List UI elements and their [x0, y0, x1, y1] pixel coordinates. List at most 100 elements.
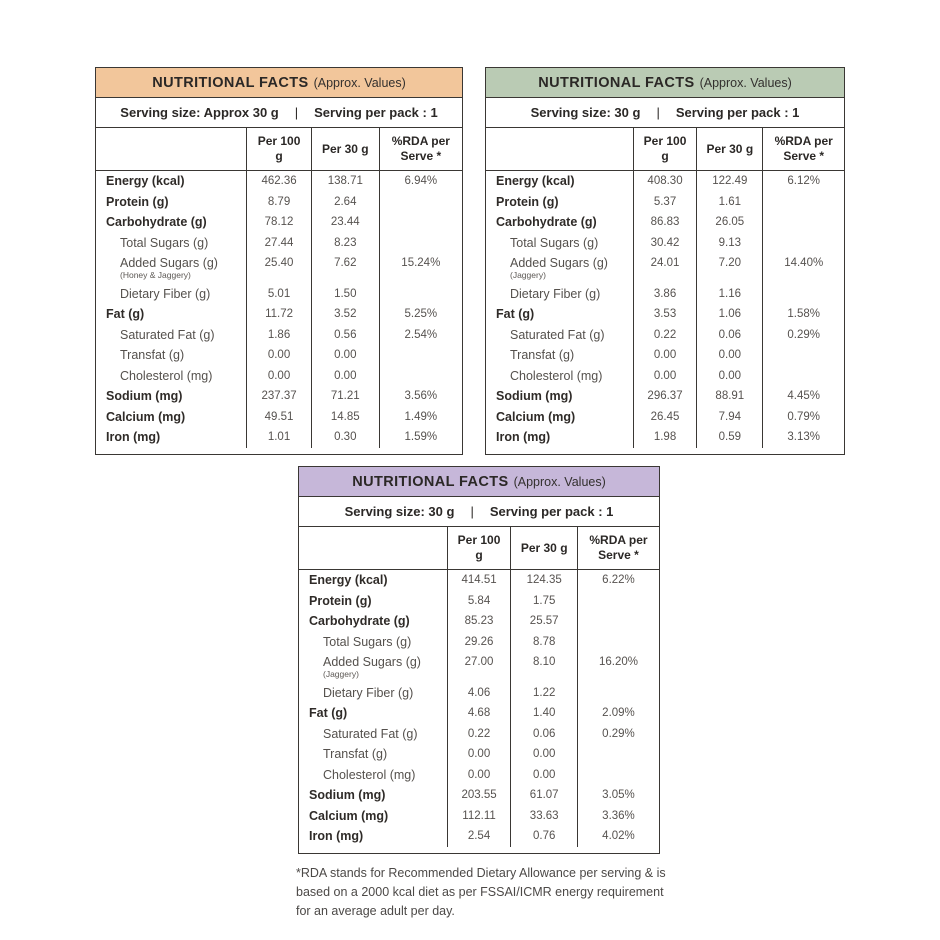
- value-rda-per-serve: [578, 591, 659, 612]
- nutrient-label: Fat (g): [96, 304, 248, 325]
- column-header-blank: [96, 128, 248, 170]
- nutrient-label: Sodium (mg): [299, 785, 448, 806]
- table-row: Sodium (mg) 296.37 88.91 4.45%: [486, 386, 844, 407]
- table-row: Iron (mg) 1.98 0.59 3.13%: [486, 427, 844, 448]
- table-title-bar: NUTRITIONAL FACTS (Approx. Values): [96, 68, 462, 98]
- table-row: Cholesterol (mg) 0.00 0.00: [96, 365, 462, 386]
- value-rda-per-serve: [763, 192, 844, 213]
- value-rda-per-serve: [578, 611, 659, 632]
- table-row: Fat (g) 4.68 1.40 2.09%: [299, 703, 659, 724]
- value-per-100g: 0.00: [448, 744, 512, 765]
- value-rda-per-serve: [380, 212, 462, 233]
- column-header-row: Per 100 g Per 30 g %RDA per Serve *: [486, 128, 844, 171]
- value-per-30g: 8.23: [312, 232, 380, 253]
- table-row: Saturated Fat (g) 0.22 0.06 0.29%: [299, 723, 659, 744]
- table-row: Energy (kcal) 462.36 138.71 6.94%: [96, 171, 462, 192]
- nutrition-table-3: NUTRITIONAL FACTS (Approx. Values) Servi…: [298, 466, 660, 854]
- column-header-rda: %RDA per Serve *: [589, 533, 648, 562]
- table-row: Fat (g) 11.72 3.52 5.25%: [96, 304, 462, 325]
- value-rda-per-serve: [578, 632, 659, 653]
- table-row: Energy (kcal) 414.51 124.35 6.22%: [299, 570, 659, 591]
- table-row: Added Sugars (g) (Jaggery) 24.01 7.20 14.40%: [486, 253, 844, 284]
- table-row: Cholesterol (mg) 0.00 0.00: [486, 365, 844, 387]
- column-header-row: Per 100 g Per 30 g %RDA per Serve *: [299, 527, 659, 570]
- serving-separator: |: [294, 105, 299, 120]
- nutrient-label: Carbohydrate (g): [486, 212, 634, 233]
- value-per-30g: 0.00: [697, 365, 764, 386]
- value-per-30g: 1.22: [511, 682, 578, 703]
- nutrient-label: Calcium (mg): [299, 805, 448, 826]
- table-row: Total Sugars (g) 30.42 9.13: [486, 232, 844, 254]
- value-per-30g: 7.20: [697, 253, 764, 284]
- serving-row: Serving size: Approx 30 g | Serving per …: [96, 98, 462, 128]
- table-row: Added Sugars (g) (Jaggery) 27.00 8.10 16.20%: [299, 652, 659, 683]
- serving-per-pack-label: Serving per pack : 1: [489, 504, 614, 519]
- value-rda-per-serve: 3.36%: [602, 809, 635, 822]
- table-row: Carbohydrate (g) 85.23 25.57: [299, 611, 659, 632]
- serving-size-label: Serving size: 30 g: [344, 504, 455, 519]
- table-row: Dietary Fiber (g) 5.01 1.50: [96, 283, 462, 304]
- value-per-100g: 408.30: [634, 171, 698, 192]
- value-per-30g: 33.63: [511, 805, 578, 826]
- column-header-row: Per 100 g Per 30 g %RDA per Serve *: [96, 128, 462, 171]
- value-per-30g: 25.57: [511, 611, 578, 632]
- value-rda-per-serve: 4.02%: [602, 830, 635, 842]
- table-row: Calcium (mg) 49.51 14.85 1.49%: [96, 406, 462, 427]
- value-rda-per-serve: 15.24%: [401, 257, 441, 269]
- value-per-100g: 27.00: [448, 652, 512, 683]
- value-per-100g: 49.51: [247, 406, 312, 427]
- serving-separator: |: [656, 105, 660, 120]
- column-header-per-100g: Per 100 g: [247, 128, 312, 170]
- value-per-100g: 4.06: [448, 682, 512, 703]
- table-title-suffix: (Approx. Values): [513, 474, 606, 489]
- value-rda-per-serve: 4.45%: [787, 390, 820, 402]
- serving-row: Serving size: 30 g | Serving per pack : …: [486, 98, 844, 128]
- nutrient-label: Total Sugars (g): [299, 631, 448, 652]
- nutrient-label: Carbohydrate (g): [96, 212, 248, 233]
- value-per-100g: 0.00: [247, 365, 312, 386]
- column-header-per-100g: Per 100 g: [448, 527, 512, 569]
- nutrient-label: Dietary Fiber (g): [299, 682, 448, 703]
- nutrient-label: Energy (kcal): [96, 171, 248, 192]
- nutrient-label: Total Sugars (g): [486, 232, 634, 253]
- value-rda-per-serve: 0.79%: [787, 410, 820, 423]
- table-row: Total Sugars (g) 27.44 8.23: [96, 232, 462, 253]
- value-per-30g: 0.59: [697, 427, 764, 448]
- value-per-100g: 30.42: [634, 232, 698, 253]
- value-per-30g: 1.75: [511, 590, 578, 611]
- value-per-30g: 0.06: [697, 324, 764, 345]
- table-title-bar: NUTRITIONAL FACTS (Approx. Values): [486, 68, 844, 98]
- value-per-100g: 27.44: [247, 232, 312, 253]
- nutrient-label: Energy (kcal): [299, 570, 448, 591]
- value-per-100g: 86.83: [634, 212, 698, 233]
- table-body: Energy (kcal) 408.30 122.49 6.12% Protein (g…: [486, 171, 844, 454]
- value-per-100g: 1.01: [247, 427, 312, 448]
- nutrient-label: Cholesterol (mg): [299, 764, 448, 785]
- value-rda-per-serve: [763, 366, 844, 387]
- nutrient-label: Iron (mg): [299, 826, 448, 847]
- value-per-30g: 0.76: [511, 826, 578, 847]
- serving-per-pack-label: Serving per pack : 1: [314, 105, 438, 120]
- table-title: NUTRITIONAL FACTS: [538, 74, 695, 91]
- table-row: Protein (g) 5.84 1.75: [299, 590, 659, 612]
- value-rda-per-serve: [763, 233, 844, 254]
- value-per-100g: 0.00: [634, 365, 698, 386]
- serving-row: Serving size: 30 g | Serving per pack : …: [299, 497, 659, 527]
- value-per-30g: 0.00: [312, 345, 380, 366]
- table-row: Total Sugars (g) 29.26 8.78: [299, 631, 659, 653]
- value-per-30g: 61.07: [511, 785, 578, 806]
- table-body: Energy (kcal) 414.51 124.35 6.22% Protein (g…: [299, 570, 659, 853]
- table-row: Fat (g) 3.53 1.06 1.58%: [486, 304, 844, 325]
- table-row: Carbohydrate (g) 86.83 26.05: [486, 212, 844, 233]
- nutrient-label: Carbohydrate (g): [299, 611, 448, 632]
- value-per-100g: 296.37: [634, 386, 698, 407]
- value-per-100g: 112.11: [448, 805, 512, 826]
- value-per-30g: 1.50: [312, 283, 380, 304]
- value-rda-per-serve: [578, 683, 659, 704]
- nutrient-label: Dietary Fiber (g): [96, 283, 248, 304]
- serving-size-label: Serving size: Approx 30 g: [120, 105, 279, 120]
- table-row: Saturated Fat (g) 1.86 0.56 2.54%: [96, 324, 462, 345]
- serving-size-label: Serving size: 30 g: [530, 105, 641, 120]
- nutrient-label: Calcium (mg): [486, 406, 634, 427]
